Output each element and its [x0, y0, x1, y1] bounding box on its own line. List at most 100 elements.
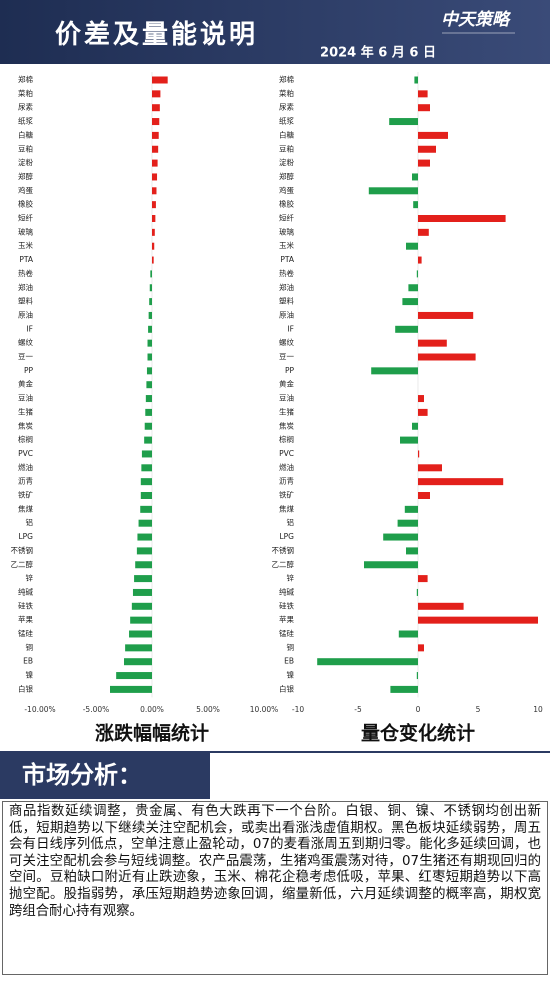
logo: 中天策略	[441, 10, 512, 30]
category-label: 锌	[287, 573, 295, 583]
category-label: 白糖	[18, 129, 33, 139]
category-label: 橡胶	[279, 199, 294, 209]
category-label: 铁矿	[279, 490, 294, 500]
bar	[145, 408, 152, 416]
category-label: 玻璃	[18, 226, 33, 236]
category-label: 硅铁	[279, 600, 294, 610]
category-label: 铜	[287, 642, 295, 652]
bar	[402, 298, 418, 306]
bar	[152, 76, 168, 84]
category-label: PVC	[18, 449, 33, 458]
category-label: EB	[23, 657, 33, 666]
bar	[368, 187, 418, 195]
category-label: 铝	[287, 517, 295, 527]
category-label: 铁矿	[18, 490, 33, 500]
header-band	[0, 0, 550, 64]
bar	[364, 561, 418, 569]
category-label: 白银	[279, 683, 294, 693]
category-label: 纸浆	[279, 116, 294, 126]
bar	[418, 215, 506, 222]
bar	[152, 228, 155, 236]
category-label: PTA	[19, 255, 34, 264]
bar	[144, 436, 152, 444]
category-label: 郑油	[18, 282, 33, 292]
category-label: 橡胶	[18, 199, 33, 209]
category-label: 焦炭	[279, 420, 294, 430]
category-label: 豆油	[279, 393, 294, 403]
category-label: 短纤	[18, 213, 33, 223]
category-label: 乙二醇	[272, 559, 295, 569]
category-label: 白糖	[279, 129, 294, 139]
category-label: 锌	[26, 573, 34, 583]
category-label: 原油	[18, 309, 33, 319]
category-label: EB	[284, 657, 294, 666]
bar	[145, 395, 152, 403]
bar	[406, 242, 418, 250]
category-label: 热卷	[18, 268, 33, 278]
category-label: 生猪	[279, 406, 294, 416]
x-tick-label: 10	[533, 705, 543, 714]
category-label: 燃油	[18, 462, 33, 472]
bar	[418, 256, 422, 264]
category-label: 白银	[18, 683, 33, 693]
category-label: 鸡蛋	[279, 185, 294, 195]
category-label: 淀粉	[18, 157, 33, 167]
bar	[418, 575, 428, 583]
bar	[416, 588, 418, 596]
x-tick-label: -5.00%	[83, 705, 110, 714]
category-label: 苹果	[279, 614, 294, 624]
bar	[146, 381, 152, 389]
bar	[414, 76, 418, 84]
category-label: 棕榈	[279, 434, 294, 444]
bar	[418, 450, 420, 458]
bar	[152, 256, 154, 264]
bar	[152, 187, 157, 195]
bar	[116, 672, 152, 680]
bar	[140, 478, 152, 486]
bar	[418, 131, 448, 139]
bar	[418, 90, 428, 98]
bar	[418, 145, 436, 153]
category-label: 螺纹	[18, 337, 33, 347]
bar	[383, 533, 418, 541]
bar	[147, 339, 152, 347]
bar	[138, 519, 152, 527]
bar	[152, 215, 156, 222]
bar	[148, 325, 152, 333]
category-label: LPG	[279, 532, 294, 541]
bar	[152, 90, 161, 98]
bar	[152, 145, 159, 153]
category-label: 短纤	[279, 213, 294, 223]
bar	[398, 630, 418, 638]
bar	[412, 422, 418, 430]
bar	[140, 505, 152, 513]
bar	[418, 644, 424, 652]
bar	[125, 644, 152, 652]
bar	[390, 685, 418, 693]
bar	[144, 422, 152, 430]
category-label: 黄金	[18, 379, 33, 389]
category-label: 菜粕	[279, 88, 294, 98]
bar	[152, 242, 155, 250]
bar	[371, 367, 418, 375]
category-label: 原油	[279, 309, 294, 319]
chart-title: 涨跌幅幅统计	[95, 722, 209, 745]
category-label: 不锈钢	[272, 545, 295, 555]
category-label: 热卷	[279, 268, 294, 278]
category-label: 黄金	[279, 379, 294, 389]
category-label: 沥青	[18, 476, 33, 486]
category-label: 焦煤	[18, 503, 33, 513]
header-date: 2024 年 6 月 6 日	[320, 45, 436, 61]
category-label: 玉米	[18, 240, 33, 250]
category-label: 豆油	[18, 393, 33, 403]
bar	[416, 270, 418, 278]
bar	[397, 519, 418, 527]
bar	[110, 685, 152, 693]
category-label: 棕榈	[18, 434, 33, 444]
bar	[149, 284, 152, 292]
category-label: 铜	[26, 642, 34, 652]
category-label: 尿素	[279, 102, 294, 112]
category-label: 苹果	[18, 614, 33, 624]
category-label: PTA	[280, 255, 295, 264]
chart-title: 量仓变化统计	[361, 722, 475, 745]
